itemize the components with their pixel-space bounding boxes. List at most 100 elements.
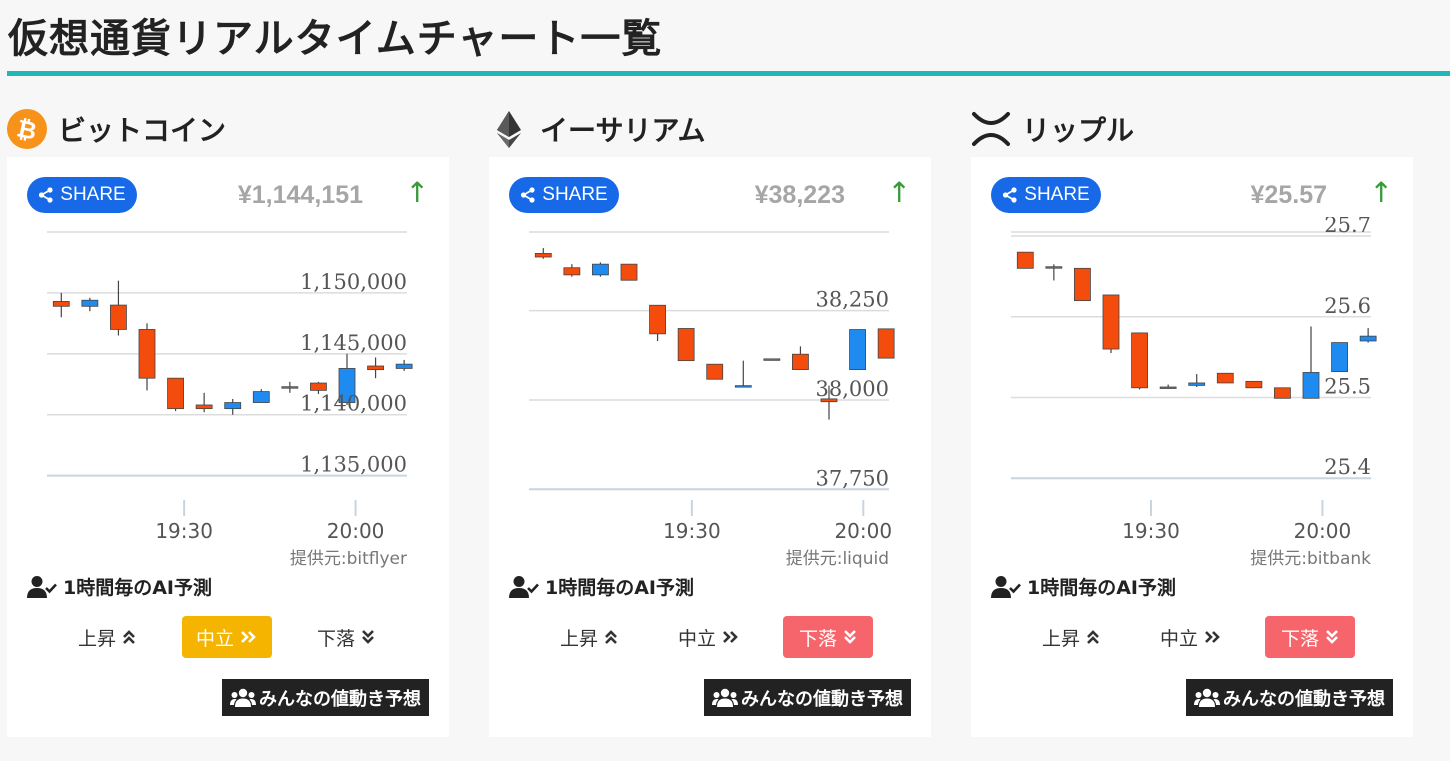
coin-card-ethereum: SHARE ¥38,223 ↑ 19:30 20:00 38,250 38,000 37… [489,157,931,737]
candle-body [1102,294,1120,350]
candle [195,392,213,413]
vote-down-label: 下落 [316,627,355,650]
y-tick-label: 25.5 [1324,374,1371,398]
share-button[interactable]: SHARE [991,177,1101,213]
candle-body [1045,266,1063,269]
vote-up-button[interactable]: 上昇 [544,616,634,658]
chevron-double-up-icon [1087,630,1099,644]
candle [252,389,270,403]
vote-up-button[interactable]: 上昇 [62,616,152,658]
candle [367,357,384,379]
users-icon [1194,688,1220,707]
share-button[interactable]: SHARE [27,177,137,213]
ai-prediction-label: 1時間毎のAI予測 [991,573,1176,600]
candle-body [138,329,156,379]
x-tick-label: 20:00 [834,519,892,543]
y-tick-label: 25.4 [1324,455,1371,479]
candle-body [338,368,356,403]
candle [563,264,581,277]
title-underline [7,71,1450,76]
candle-body [563,267,581,276]
data-source-label: 提供元:liquid [786,549,889,569]
chevron-double-right-icon [1205,631,1220,643]
data-source-label: 提供元:bitbank [1250,549,1371,569]
share-label: SHARE [1024,184,1090,205]
everyone-forecast-button[interactable]: みんなの値動き予想 [704,679,911,716]
candle-body [195,404,213,410]
candle-body [706,363,724,380]
coin-header-ripple: リップル [970,104,1134,154]
vote-down-label: 下落 [1280,627,1319,650]
candle-body [592,263,609,276]
coin-name: リップル [1022,114,1135,147]
candle-body [877,328,895,359]
vote-neutral-button[interactable]: 中立 [664,616,754,658]
candle-body [1302,372,1320,399]
ai-prediction-text: 1時間毎のAI予測 [63,577,212,599]
vote-up-button[interactable]: 上昇 [1026,616,1116,658]
candle [138,323,156,391]
share-icon [521,187,535,203]
candlestick-chart: 19:30 20:00 1,150,000 1,145,000 1,140,000 1,1… [47,231,413,569]
candle-body [52,301,70,307]
candle [677,328,695,362]
ethereum-icon [488,108,530,150]
x-tick-label: 19:30 [663,519,721,543]
candle [281,381,299,393]
coin-header-ethereum: イーサリアム [488,104,705,154]
users-icon [230,688,256,707]
vote-down-button[interactable]: 下落 [301,616,391,658]
candle [1302,326,1320,399]
candle [592,262,609,277]
trend-up-arrow-icon: ↑ [887,176,911,209]
candle-body [1016,251,1034,269]
x-tick-label: 19:30 [1122,519,1180,543]
vote-up-label: 上昇 [77,627,116,650]
vote-neutral-button[interactable]: 中立 [1146,616,1236,658]
candle-body [734,385,752,388]
x-tick-label: 20:00 [1294,519,1352,543]
candle [1216,372,1234,384]
share-label: SHARE [60,184,126,205]
everyone-forecast-label: みんなの値動き予想 [741,688,903,710]
everyone-forecast-button[interactable]: みんなの値動き予想 [1186,679,1393,716]
candle [1245,380,1263,389]
candle [81,297,99,312]
candle-body [763,358,781,361]
candle-body [110,304,127,330]
x-tick-label: 19:30 [155,519,213,543]
vote-neutral-button[interactable]: 中立 [182,616,272,658]
candle-body [1131,332,1148,389]
everyone-forecast-button[interactable]: みんなの値動き予想 [222,679,429,716]
everyone-forecast-label: みんなの値動き予想 [1223,688,1385,710]
trend-up-arrow-icon: ↑ [1369,176,1393,209]
candle-body [1216,372,1234,384]
ripple-icon [970,108,1012,150]
candle-body [367,365,384,371]
share-label: SHARE [542,184,608,205]
chevron-double-down-icon [844,630,856,644]
coin-name: ビットコイン [58,114,227,147]
y-tick-label: 25.6 [1324,294,1371,318]
vote-down-button[interactable]: 下落 [1265,616,1355,658]
candle [1016,251,1034,269]
share-button[interactable]: SHARE [509,177,619,213]
coin-card-bitcoin: SHARE ¥1,144,151 ↑ 19:30 20:00 1,150,000 1,… [7,157,449,737]
candle-body [1331,342,1348,373]
candle-body [252,391,270,403]
ai-prediction-label: 1時間毎のAI予測 [509,573,694,600]
vote-neutral-label: 中立 [195,627,234,650]
y-tick-label: 38,250 [816,288,889,312]
candle [224,398,242,415]
vote-up-label: 上昇 [1041,627,1080,650]
vote-down-button[interactable]: 下落 [783,616,873,658]
candle [1188,374,1206,387]
share-icon [39,187,53,203]
vote-down-label: 下落 [798,627,837,650]
candle-body [820,398,838,403]
y-tick-label: 38,000 [816,377,889,401]
ai-prediction-text: 1時間毎のAI予測 [545,577,694,599]
candle-body [395,363,413,369]
candle [110,280,127,336]
coin-card-ripple: SHARE ¥25.57 ↑ 19:30 20:00 25.7 25.6 25.5 25.… [971,157,1413,737]
